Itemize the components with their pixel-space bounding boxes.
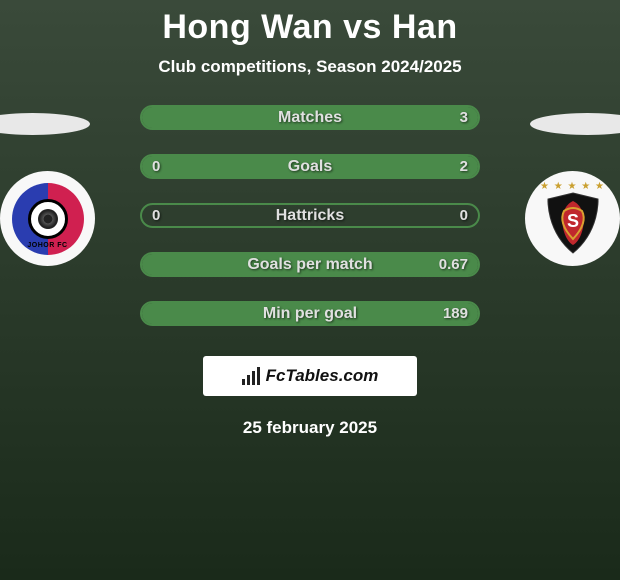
page-subtitle: Club competitions, Season 2024/2025	[158, 57, 461, 77]
shield-icon: S	[544, 191, 602, 255]
stat-right-value: 0.67	[439, 256, 468, 273]
fctables-brand-text: FcTables.com	[266, 366, 379, 386]
team-right-logo[interactable]: ★ ★ ★ ★ ★ S	[525, 171, 620, 266]
player-photo-placeholder-right	[530, 113, 620, 135]
stat-left-value: 0	[152, 158, 160, 175]
player-photo-placeholder-left	[0, 113, 90, 135]
comparison-card: Hong Wan vs Han Club competitions, Seaso…	[0, 0, 620, 438]
stat-row: Min per goal 189	[140, 301, 480, 326]
stat-row: 0 Hattricks 0	[140, 203, 480, 228]
date-text: 25 february 2025	[243, 418, 377, 438]
stat-label: Goals	[288, 158, 332, 176]
stat-row: Goals per match 0.67	[140, 252, 480, 277]
team-left-logo-center	[28, 199, 68, 239]
stat-right-value: 2	[460, 158, 468, 175]
stat-label: Min per goal	[263, 305, 357, 323]
stat-label: Goals per match	[247, 256, 372, 274]
team-left-logo[interactable]: JOHOR FC	[0, 171, 95, 266]
team-left-logo-graphic: JOHOR FC	[12, 183, 84, 255]
team-left-logo-label: JOHOR FC	[27, 242, 67, 249]
stat-left-value: 0	[152, 207, 160, 224]
svg-text:S: S	[566, 211, 578, 231]
stats-column: Matches 3 0 Goals 2 0 Hattricks 0 Goals per matc…	[120, 105, 500, 326]
stat-right-value: 3	[460, 109, 468, 126]
content-row: JOHOR FC Matches30Goals20Hattricks0Goals…	[0, 113, 620, 326]
bars-icon	[242, 367, 260, 385]
stat-right-value: 0	[460, 207, 468, 224]
stat-row: 0 Goals 2	[140, 154, 480, 179]
stat-label: Matches	[278, 109, 342, 127]
stat-label: Hattricks	[276, 207, 344, 225]
team-right-column: ★ ★ ★ ★ ★ S	[500, 113, 620, 266]
stat-right-value: 189	[443, 305, 468, 322]
team-left-column: JOHOR FC	[0, 113, 120, 266]
stat-row: Matches 3	[140, 105, 480, 130]
fctables-link[interactable]: FcTables.com	[203, 356, 417, 396]
page-title: Hong Wan vs Han	[162, 8, 457, 47]
